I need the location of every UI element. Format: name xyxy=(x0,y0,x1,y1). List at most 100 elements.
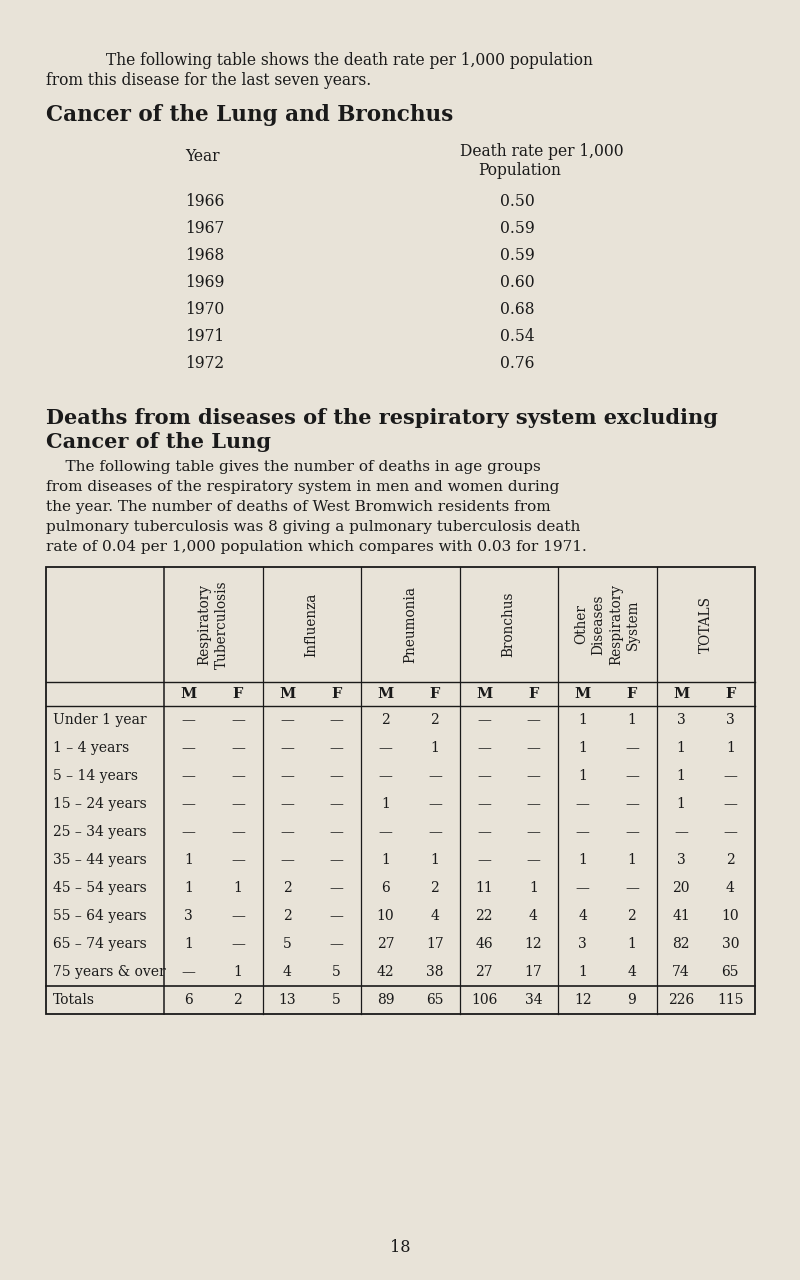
Text: —: — xyxy=(526,852,540,867)
Text: 1: 1 xyxy=(578,769,587,783)
Text: —: — xyxy=(280,769,294,783)
Text: —: — xyxy=(723,826,738,838)
Text: —: — xyxy=(280,826,294,838)
Text: The following table gives the number of deaths in age groups: The following table gives the number of … xyxy=(46,460,541,474)
Text: 0.59: 0.59 xyxy=(500,220,534,237)
Text: —: — xyxy=(231,937,245,951)
Text: 2: 2 xyxy=(430,713,439,727)
Text: —: — xyxy=(330,741,343,755)
Text: —: — xyxy=(378,769,393,783)
Text: 1971: 1971 xyxy=(185,328,224,346)
Text: 4: 4 xyxy=(578,909,587,923)
Text: 1: 1 xyxy=(627,713,636,727)
Text: 65 – 74 years: 65 – 74 years xyxy=(53,937,146,951)
Text: F: F xyxy=(528,687,538,701)
Text: 10: 10 xyxy=(377,909,394,923)
Text: —: — xyxy=(231,713,245,727)
Text: 41: 41 xyxy=(672,909,690,923)
Text: 82: 82 xyxy=(672,937,690,951)
Text: 4: 4 xyxy=(726,881,735,895)
Text: M: M xyxy=(181,687,197,701)
Text: pulmonary tuberculosis was 8 giving a pulmonary tuberculosis death: pulmonary tuberculosis was 8 giving a pu… xyxy=(46,520,580,534)
Text: —: — xyxy=(477,852,491,867)
Text: 3: 3 xyxy=(184,909,193,923)
Text: 27: 27 xyxy=(377,937,394,951)
Text: F: F xyxy=(233,687,243,701)
Text: Other
Diseases
Respiratory
System: Other Diseases Respiratory System xyxy=(574,584,640,666)
Text: F: F xyxy=(725,687,735,701)
Text: M: M xyxy=(574,687,590,701)
Text: —: — xyxy=(330,909,343,923)
Text: Respiratory
Tuberculosis: Respiratory Tuberculosis xyxy=(198,580,229,669)
Text: —: — xyxy=(576,797,590,812)
Text: 1: 1 xyxy=(234,881,242,895)
Text: 1 – 4 years: 1 – 4 years xyxy=(53,741,130,755)
Text: 106: 106 xyxy=(471,993,498,1007)
Text: F: F xyxy=(626,687,637,701)
Text: Cancer of the Lung and Bronchus: Cancer of the Lung and Bronchus xyxy=(46,104,454,125)
Text: 0.60: 0.60 xyxy=(500,274,534,291)
Text: —: — xyxy=(330,713,343,727)
Text: M: M xyxy=(476,687,492,701)
Text: 1: 1 xyxy=(184,852,193,867)
Text: 1: 1 xyxy=(578,852,587,867)
Text: 1970: 1970 xyxy=(185,301,224,317)
Text: 65: 65 xyxy=(426,993,444,1007)
Text: 12: 12 xyxy=(574,993,591,1007)
Text: 1: 1 xyxy=(381,852,390,867)
Text: —: — xyxy=(378,741,393,755)
Text: 20: 20 xyxy=(672,881,690,895)
Text: —: — xyxy=(477,769,491,783)
Text: 12: 12 xyxy=(525,937,542,951)
Text: 42: 42 xyxy=(377,965,394,979)
Text: 6: 6 xyxy=(184,993,193,1007)
Text: Death rate per 1,000: Death rate per 1,000 xyxy=(460,143,624,160)
Text: 1: 1 xyxy=(430,741,439,755)
Text: —: — xyxy=(526,713,540,727)
Text: 5: 5 xyxy=(332,993,341,1007)
Text: 1: 1 xyxy=(381,797,390,812)
Text: 0.68: 0.68 xyxy=(500,301,534,317)
Text: 1966: 1966 xyxy=(185,193,224,210)
Text: 226: 226 xyxy=(668,993,694,1007)
Text: Bronchus: Bronchus xyxy=(502,591,516,657)
Text: rate of 0.04 per 1,000 population which compares with 0.03 for 1971.: rate of 0.04 per 1,000 population which … xyxy=(46,540,586,554)
Text: —: — xyxy=(576,881,590,895)
Text: The following table shows the death rate per 1,000 population: The following table shows the death rate… xyxy=(106,52,593,69)
Text: 9: 9 xyxy=(627,993,636,1007)
Text: 1: 1 xyxy=(234,965,242,979)
Text: 55 – 64 years: 55 – 64 years xyxy=(53,909,146,923)
Text: 75 years & over: 75 years & over xyxy=(53,965,166,979)
Text: 5: 5 xyxy=(282,937,291,951)
Text: —: — xyxy=(231,909,245,923)
Text: 1: 1 xyxy=(677,797,686,812)
Text: 1968: 1968 xyxy=(185,247,224,264)
Text: from this disease for the last seven years.: from this disease for the last seven yea… xyxy=(46,72,371,90)
Text: the year. The number of deaths of West Bromwich residents from: the year. The number of deaths of West B… xyxy=(46,500,550,515)
Text: 4: 4 xyxy=(627,965,636,979)
Text: 1: 1 xyxy=(627,937,636,951)
Text: M: M xyxy=(378,687,394,701)
Text: 1969: 1969 xyxy=(185,274,224,291)
Text: M: M xyxy=(673,687,690,701)
Text: 3: 3 xyxy=(726,713,734,727)
Text: Population: Population xyxy=(478,163,561,179)
Text: 1: 1 xyxy=(529,881,538,895)
Text: 2: 2 xyxy=(726,852,734,867)
Text: 27: 27 xyxy=(475,965,493,979)
Text: —: — xyxy=(182,826,195,838)
Text: 17: 17 xyxy=(426,937,444,951)
Text: —: — xyxy=(231,826,245,838)
Text: 2: 2 xyxy=(627,909,636,923)
Text: —: — xyxy=(330,937,343,951)
Text: Cancer of the Lung: Cancer of the Lung xyxy=(46,431,271,452)
Text: 4: 4 xyxy=(282,965,291,979)
Text: M: M xyxy=(279,687,295,701)
Text: Year: Year xyxy=(185,148,219,165)
Text: —: — xyxy=(280,741,294,755)
Text: —: — xyxy=(625,826,639,838)
Text: 22: 22 xyxy=(475,909,493,923)
Text: —: — xyxy=(625,797,639,812)
Text: —: — xyxy=(182,713,195,727)
Text: —: — xyxy=(526,769,540,783)
